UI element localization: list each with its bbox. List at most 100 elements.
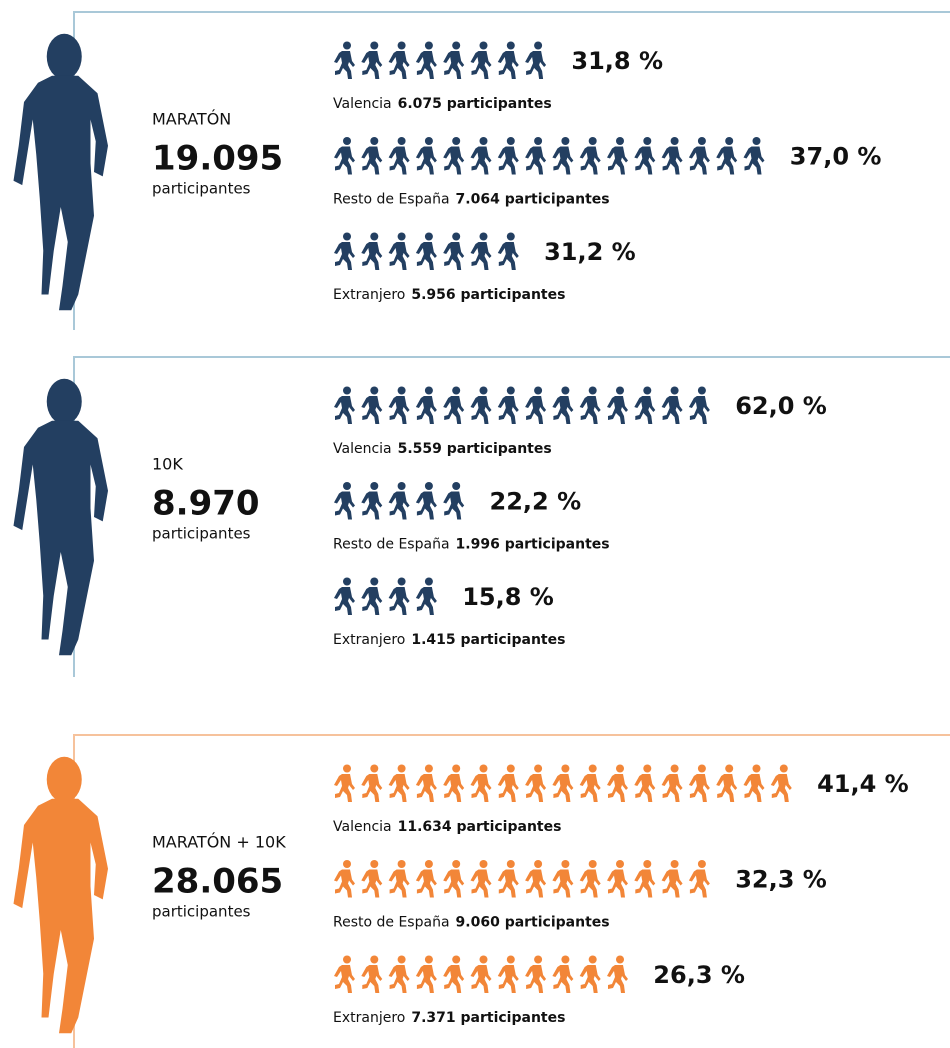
runner-icon [607, 956, 628, 994]
event-total: 19.095 [152, 139, 283, 179]
runner-icon [361, 765, 382, 803]
runner-icon [607, 387, 628, 425]
runner-icon [662, 137, 683, 175]
region: Valencia 6.075 participantes [333, 96, 552, 112]
runner-icon [634, 765, 655, 803]
runner-icon [662, 860, 683, 898]
runner-icon [662, 387, 683, 425]
runner-icon [580, 860, 601, 898]
percent: 26,3 % [653, 961, 745, 989]
event-label: 10K [152, 455, 183, 474]
runner-icon [361, 233, 382, 271]
runner-icon [552, 765, 573, 803]
silhouette [14, 379, 109, 656]
event-unit: participantes [152, 180, 251, 198]
runner-icon [361, 482, 382, 520]
runner-icon [525, 765, 546, 803]
runner-icon [607, 860, 628, 898]
runner-icon [361, 387, 382, 425]
runner-icon [471, 860, 492, 898]
participant-count: 5.956 participantes [411, 287, 565, 303]
runner-icon [662, 765, 683, 803]
runner-icon [361, 956, 382, 994]
runner-icon [416, 956, 437, 994]
runner-icon [634, 137, 655, 175]
runner-icon [389, 578, 410, 616]
runner-icon [334, 387, 355, 425]
event-unit: participantes [152, 903, 251, 921]
runner-icon [580, 765, 601, 803]
runner-icon [389, 765, 410, 803]
runner-icon [361, 137, 382, 175]
runner-icon [525, 956, 546, 994]
runner-icon [443, 42, 464, 80]
runner-icon [416, 42, 437, 80]
silhouette [14, 757, 109, 1034]
participant-count: 11.634 participantes [398, 819, 562, 835]
runner-icon [716, 765, 737, 803]
event-label: MARATÓN + 10K [152, 833, 286, 852]
percent: 32,3 % [735, 866, 827, 894]
runner-icon [689, 387, 710, 425]
runner-icon [689, 765, 710, 803]
region-name: Extranjero [333, 1010, 405, 1026]
runner-icon [443, 137, 464, 175]
runner-icon [498, 233, 519, 271]
event-unit: participantes [152, 525, 251, 543]
event-label: MARATÓN [152, 110, 231, 129]
runner-icon [416, 387, 437, 425]
runner-icon [744, 765, 765, 803]
runner-icon [334, 860, 355, 898]
runner-icon [416, 860, 437, 898]
runner-icon [334, 137, 355, 175]
runner-icon [416, 578, 437, 616]
participant-count: 1.996 participantes [456, 537, 610, 553]
runner-icon [771, 765, 792, 803]
participant-count: 7.064 participantes [456, 192, 610, 208]
runner-icon [389, 956, 410, 994]
runner-icon [334, 482, 355, 520]
runner-icon [361, 578, 382, 616]
runner-icon [552, 387, 573, 425]
runner-icon [607, 137, 628, 175]
runner-icon [498, 387, 519, 425]
region-name: Valencia [333, 819, 392, 835]
runner-icon [334, 42, 355, 80]
runner-icon [525, 42, 546, 80]
runner-icon [607, 765, 628, 803]
region-name: Valencia [333, 96, 392, 112]
runner-icon [443, 765, 464, 803]
runner-icon [498, 42, 519, 80]
runner-icon [471, 387, 492, 425]
runner-icon [716, 137, 737, 175]
runner-icon [744, 137, 765, 175]
runner-icon [580, 387, 601, 425]
runner-icon [580, 137, 601, 175]
region-name: Extranjero [333, 632, 405, 648]
region: Valencia 11.634 participantes [333, 819, 561, 835]
percent: 15,8 % [462, 583, 554, 611]
runner-icon [389, 387, 410, 425]
runner-icon [389, 42, 410, 80]
region-name: Resto de España [333, 537, 450, 553]
runner-icon [334, 956, 355, 994]
infographic: MARATÓN19.095participantes31,8 %Valencia… [0, 0, 950, 1048]
runner-icon [552, 956, 573, 994]
percent: 22,2 % [490, 488, 582, 516]
percent: 31,2 % [544, 238, 636, 266]
runner-icon [389, 860, 410, 898]
runner-icon [416, 482, 437, 520]
runner-icon [389, 137, 410, 175]
runner-icon [634, 860, 655, 898]
runner-icon [361, 42, 382, 80]
page: MARATÓN19.095participantes31,8 %Valencia… [0, 0, 950, 1048]
participant-count: 6.075 participantes [398, 96, 552, 112]
runner-icon [334, 578, 355, 616]
runner-icon [334, 765, 355, 803]
runner-icon [443, 482, 464, 520]
